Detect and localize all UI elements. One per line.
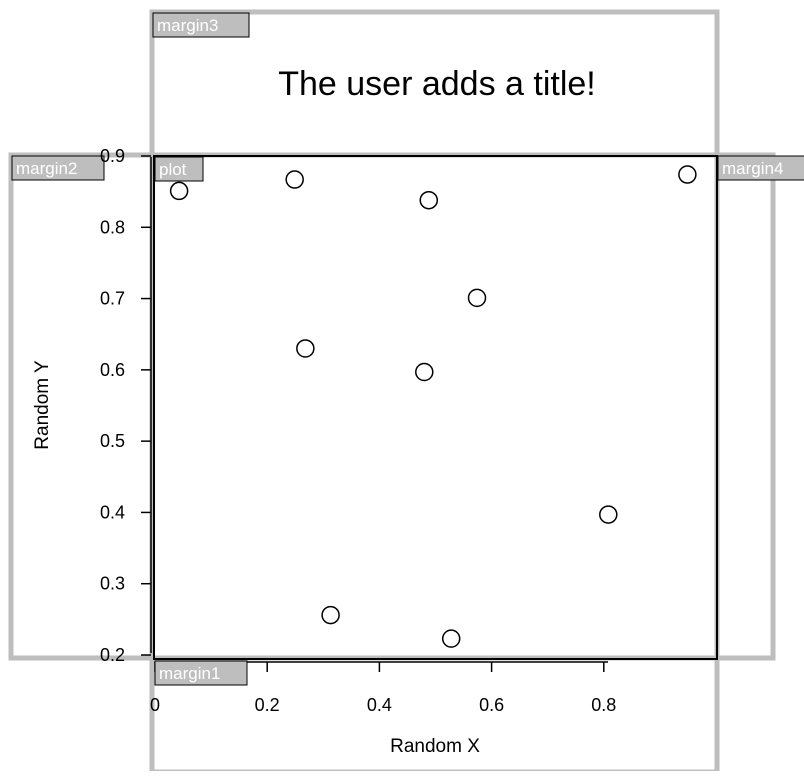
scatter-point: [599, 505, 618, 524]
y-tick-label: 0.6: [100, 360, 125, 380]
scatter-point: [419, 190, 439, 210]
scatter-point: [441, 629, 461, 648]
x-axis-title: Random X: [390, 736, 480, 757]
margin3-label: margin3: [152, 12, 250, 38]
scatter-point: [321, 605, 340, 625]
margin2-label-text: margin2: [16, 159, 77, 178]
plot-area: [153, 155, 718, 660]
scatter-point: [415, 362, 434, 382]
x-tick-label: 0: [150, 695, 160, 715]
x-tick-label: 0.4: [367, 695, 392, 715]
x-tick-label: 0.8: [591, 695, 616, 715]
margin1-label: margin1: [154, 660, 248, 686]
x-axis-ticks: 0 0.2 0.4 0.6 0.8: [150, 662, 616, 715]
chart-title: The user adds a title!: [278, 65, 596, 103]
scatter-point: [467, 288, 487, 308]
margin4-label-text: margin4: [722, 159, 783, 178]
margin4-label: margin4: [717, 155, 804, 181]
y-tick-label: 0.8: [100, 217, 125, 237]
margin1-label-text: margin1: [159, 664, 220, 683]
y-tick-label: 0.9: [100, 146, 125, 166]
y-tick-label: 0.7: [100, 289, 125, 309]
y-tick-label: 0.5: [100, 431, 125, 451]
margin2-label: margin2: [11, 155, 105, 181]
scatter-point: [678, 165, 697, 184]
y-axis-title: Random Y: [32, 360, 53, 450]
scatter-point: [285, 170, 304, 189]
x-tick-label: 0.2: [255, 695, 280, 715]
margin2-region: [8, 152, 776, 661]
scatter-points: [169, 165, 697, 648]
plot-label-text: plot: [159, 160, 187, 179]
y-tick-label: 0.4: [100, 502, 125, 522]
scatter-point: [169, 181, 189, 201]
y-axis-ticks: 0.2 0.3 0.4 0.5 0.6 0.7 0.8 0.9: [100, 146, 151, 665]
scatter-point: [296, 339, 315, 358]
plot-label: plot: [154, 156, 204, 182]
x-tick-label: 0.6: [479, 695, 504, 715]
margin3-label-text: margin3: [157, 16, 218, 35]
y-tick-label: 0.2: [100, 645, 125, 665]
y-tick-label: 0.3: [100, 574, 125, 594]
